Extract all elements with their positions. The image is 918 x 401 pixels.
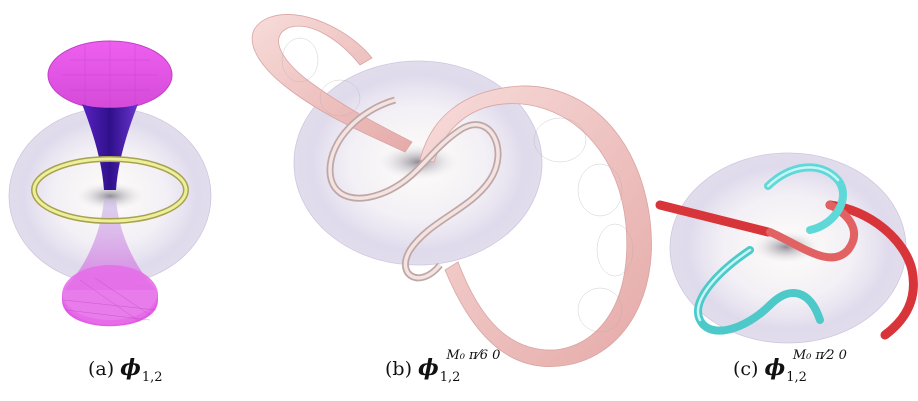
pink-ribbon-mesh (281, 37, 634, 333)
torus-a-hole (76, 182, 144, 210)
caption-b-subscript: 1,2 (439, 370, 461, 385)
bottom-disk-grid (63, 277, 157, 323)
caption-a-symbol: ϕ (120, 355, 141, 381)
cyan-tube-highlight (696, 166, 840, 322)
red-tube-center (766, 201, 858, 262)
yellow-ring-highlight (32, 157, 188, 223)
pink-ribbon-right (419, 85, 652, 367)
panel-c-figure (655, 152, 918, 344)
torus-b-hole (378, 144, 458, 180)
caption-a: (a) ϕ1,2 (88, 355, 163, 385)
caption-b-superscript: M₀ π⁄6 0 (446, 348, 501, 363)
caption-a-label: (a) (88, 358, 115, 380)
thin-knot-tube-highlight (328, 98, 500, 280)
torus-c-hole (752, 231, 820, 263)
throat-upper (82, 104, 138, 190)
caption-c-label: (c) (733, 358, 759, 380)
top-disk-grid (62, 42, 158, 108)
caption-c: (c) ϕ1,2 M₀ π⁄2 0 (733, 348, 847, 385)
caption-c-subscript: 1,2 (786, 370, 807, 385)
throat-lower (64, 200, 156, 290)
caption-a-subscript: 1,2 (141, 370, 163, 385)
pink-ribbon-upper (251, 14, 413, 153)
panel-a-figure (8, 40, 212, 327)
caption-c-symbol: ϕ (764, 355, 786, 381)
red-tube-right (825, 200, 918, 340)
red-tube-left (655, 200, 773, 237)
magenta-bottom-disk (62, 265, 158, 325)
caption-b-symbol: ϕ (418, 355, 439, 381)
caption-b-label: (b) (385, 358, 412, 380)
caption-b: (b) ϕ1,2 M₀ π⁄6 0 (385, 348, 500, 385)
panel-b-figure (251, 14, 652, 367)
caption-c-superscript: M₀ π⁄2 0 (792, 348, 847, 363)
